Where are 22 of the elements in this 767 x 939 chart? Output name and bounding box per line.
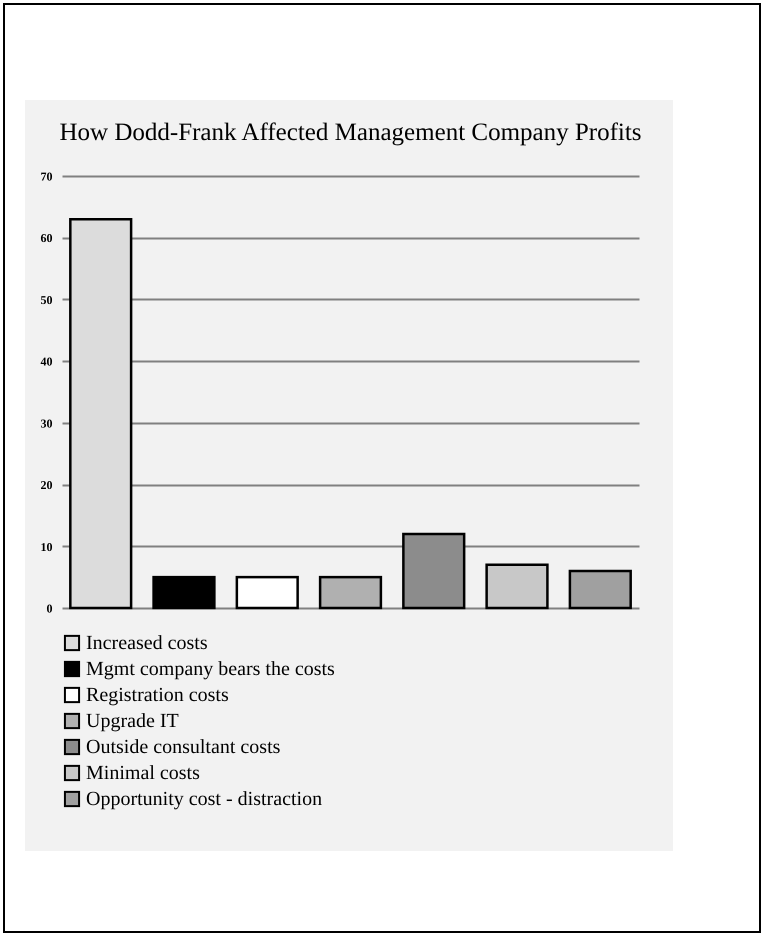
legend-label: Outside consultant costs xyxy=(86,736,281,758)
y-tick-label: 60 xyxy=(40,231,52,246)
y-tick-label: 70 xyxy=(40,170,52,184)
y-tick-label: 30 xyxy=(40,416,52,430)
bar xyxy=(568,570,632,610)
legend-label: Registration costs xyxy=(86,684,229,706)
y-tick-label: 10 xyxy=(40,540,52,554)
legend-label: Opportunity cost - distraction xyxy=(86,788,322,810)
y-tick-label: 0 xyxy=(46,602,52,616)
bar xyxy=(152,576,216,610)
y-tick-label: 50 xyxy=(40,292,52,307)
y-tick-label: 20 xyxy=(40,478,52,492)
bar xyxy=(236,576,299,610)
legend-label: Mgmt company bears the costs xyxy=(86,658,336,680)
bar xyxy=(69,218,132,610)
legend-label: Upgrade IT xyxy=(86,710,179,732)
bar xyxy=(318,576,382,610)
y-tick-label: 40 xyxy=(40,354,52,369)
legend-label: Minimal costs xyxy=(86,762,200,784)
bar xyxy=(485,564,549,610)
chart-title: How Dodd-Frank Affected Management Company Profits xyxy=(59,119,642,146)
legend-label: Increased costs xyxy=(86,632,208,654)
